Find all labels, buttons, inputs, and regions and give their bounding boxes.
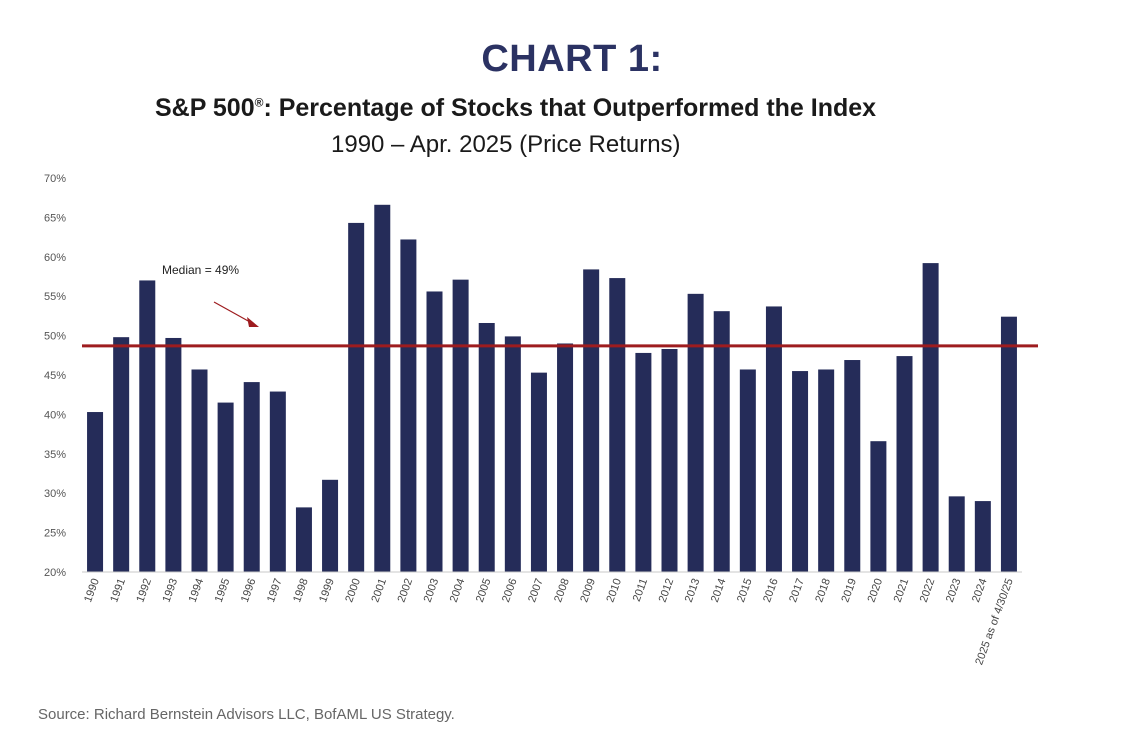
x-axis: 1990 1991 1992 1993 1994 1995 1996 1997 1998 1999… [82,571,1022,667]
x-tick-label: 2020 [866,577,886,604]
y-tick-label: 70% [44,173,66,185]
x-tick-label: 2022 [918,577,938,604]
bar [557,343,574,572]
x-tick-label: 2012 [657,577,677,604]
bar [713,311,730,572]
bar [1000,316,1017,572]
y-tick-label: 45% [44,370,66,382]
bar [478,322,495,572]
x-tick-label: 2024 [970,577,990,604]
median-label: Median = 49% [162,263,239,277]
x-tick-label: 1992 [134,577,154,604]
bar [818,369,835,572]
bar [400,239,417,573]
bar [113,337,130,572]
bar [922,263,939,572]
chart-title: S&P 500®: Percentage of Stocks that Outp… [155,94,876,123]
chart-title-rest: : Percentage of Stocks that Outperformed… [263,94,877,122]
bar [322,479,339,572]
bar [635,352,652,572]
x-tick-label: 1998 [291,577,311,604]
bar [217,402,234,572]
bar [870,441,887,572]
x-tick-label: 1991 [108,577,128,604]
registered-mark: ® [254,95,264,110]
y-tick-label: 30% [44,488,66,500]
x-tick-label: 2000 [343,577,363,604]
y-tick-label: 50% [44,331,66,343]
bar [426,291,443,572]
bar [348,222,365,572]
x-tick-label: 1997 [265,577,285,604]
bar [687,293,704,572]
x-tick-label: 2019 [839,577,859,604]
x-tick-label: 2008 [552,577,572,604]
bar [609,278,626,572]
bar [530,372,547,572]
bar [243,382,260,572]
bar [269,391,286,572]
bar-chart: 20%25%30%35%40%45%50%55%60%65%70% 1990 19… [44,173,1038,667]
y-axis: 20% 25% 30% 35% 40% 45% 50% 55% 60% 65% 70% [44,173,66,579]
bar [165,337,182,572]
x-tick-label: 2005 [474,577,494,604]
bar [87,412,104,572]
bar [844,360,861,572]
chart-heading: CHART 1: [481,38,663,80]
median-arrow [213,301,251,323]
x-tick-label: 2007 [526,577,546,604]
source-note: Source: Richard Bernstein Advisors LLC, … [38,706,455,723]
chart-title-main: S&P 500 [155,94,255,122]
bar [583,269,600,572]
x-tick-label: 2002 [396,577,416,604]
x-tick-label: 1996 [239,577,259,604]
y-tick-label: 40% [44,409,66,421]
y-tick-label: 55% [44,291,66,303]
bar [792,371,809,572]
bar [295,507,312,572]
y-tick-label: 65% [44,212,66,224]
x-tick-label: 2011 [631,577,650,603]
x-tick-label: 2006 [500,577,520,604]
bars-group [87,204,1017,573]
x-tick-label: 2009 [578,577,598,604]
x-tick-label: 1990 [82,577,102,604]
bar [661,348,678,572]
y-tick-label: 20% [44,567,66,579]
x-tick-label: 2003 [422,577,442,604]
x-tick-label: 2016 [761,577,781,604]
y-tick-label: 25% [44,528,66,540]
x-tick-label: 1999 [317,577,337,604]
bar [191,369,208,572]
chart-subtitle: 1990 – Apr. 2025 (Price Returns) [331,131,681,158]
x-tick-label: 2017 [787,577,807,604]
bar [504,336,521,572]
bar [765,306,782,572]
x-tick-label: 2001 [369,577,389,604]
x-tick-label: 2004 [448,577,468,604]
x-tick-label: 2023 [944,577,964,604]
x-tick-label: 2018 [813,577,833,604]
x-tick-label: 2013 [683,577,703,604]
bar [896,356,913,572]
y-tick-label: 35% [44,449,66,461]
y-tick-label: 60% [44,252,66,264]
median-arrowhead [247,317,259,327]
x-tick-label: 1993 [161,577,181,604]
bar [374,204,391,573]
x-tick-label: 2010 [604,577,624,604]
bar [452,279,469,572]
bar [739,369,756,572]
x-tick-label: 1994 [187,577,207,604]
x-tick-label: 2021 [892,577,912,604]
x-tick-label: 2015 [735,577,755,604]
x-tick-label: 1995 [213,577,233,604]
x-tick-label: 2014 [709,577,729,604]
bar [139,280,156,572]
bar [974,501,991,572]
bar [948,496,965,572]
